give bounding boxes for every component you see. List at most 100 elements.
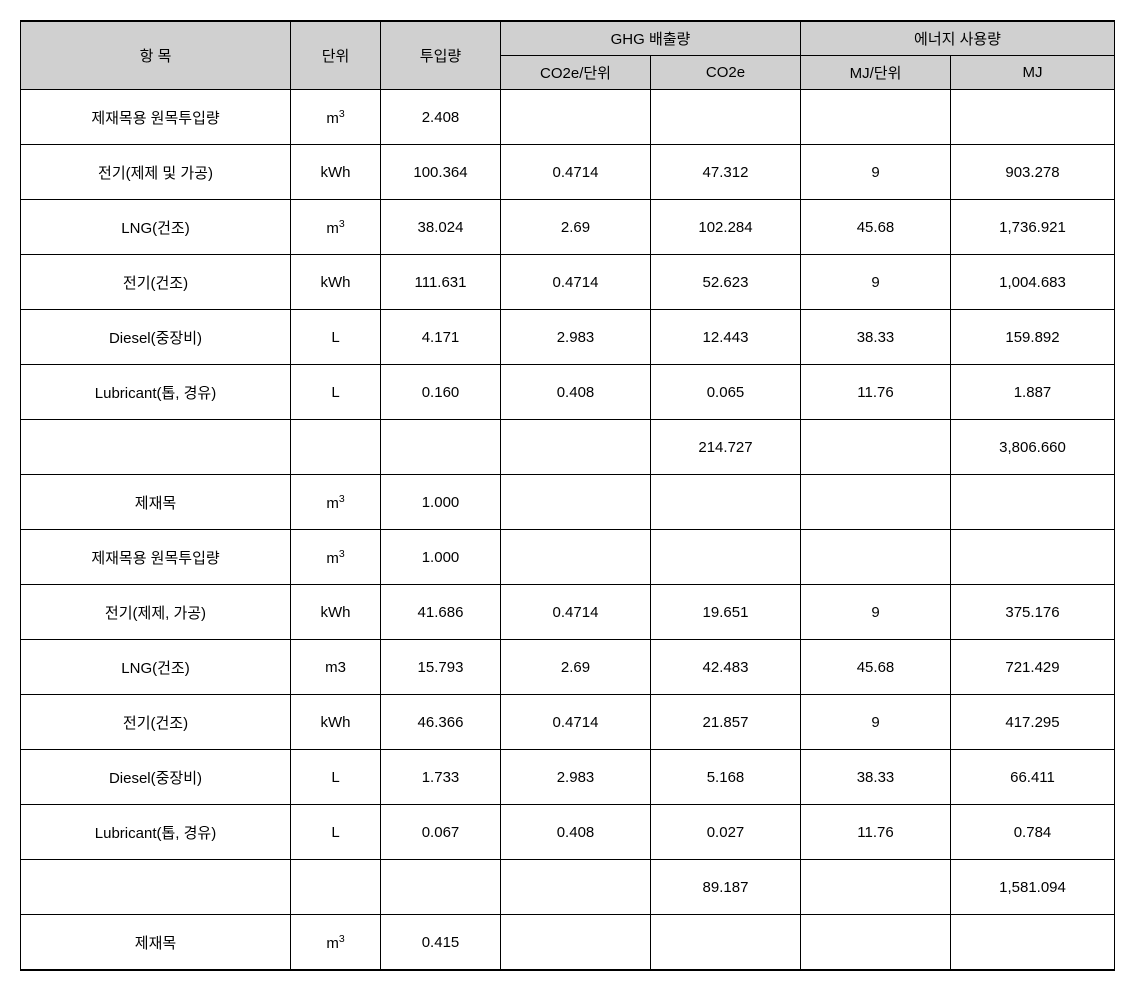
cell-en_per: 9 [801, 255, 951, 310]
cell-ghg_per [501, 530, 651, 585]
cell-input: 38.024 [381, 200, 501, 255]
cell-input: 1.733 [381, 750, 501, 805]
cell-en_total: 1,004.683 [951, 255, 1115, 310]
cell-en_per: 38.33 [801, 310, 951, 365]
cell-input [381, 420, 501, 475]
cell-ghg_per: 2.983 [501, 310, 651, 365]
cell-unit: m3 [291, 915, 381, 971]
cell-unit [291, 420, 381, 475]
cell-item: Diesel(중장비) [21, 310, 291, 365]
cell-en_total: 159.892 [951, 310, 1115, 365]
header-en-total: MJ [951, 56, 1115, 90]
header-en-per: MJ/단위 [801, 56, 951, 90]
header-energy-group: 에너지 사용량 [801, 21, 1115, 56]
table-row: LNG(건조)m338.0242.69102.28445.681,736.921 [21, 200, 1115, 255]
table-row: 214.727 3,806.660 [21, 420, 1115, 475]
cell-unit: m3 [291, 200, 381, 255]
cell-item: Lubricant(톱, 경유) [21, 365, 291, 420]
table-row: 전기(제제 및 가공)kWh100.3640.471447.3129903.27… [21, 145, 1115, 200]
cell-input: 111.631 [381, 255, 501, 310]
cell-input: 100.364 [381, 145, 501, 200]
cell-ghg_per: 0.4714 [501, 585, 651, 640]
cell-unit [291, 860, 381, 915]
table-row: 89.1871,581.094 [21, 860, 1115, 915]
cell-unit: L [291, 310, 381, 365]
cell-ghg_total [651, 475, 801, 530]
cell-ghg_total: 47.312 [651, 145, 801, 200]
cell-item: LNG(건조) [21, 200, 291, 255]
cell-unit: m3 [291, 530, 381, 585]
table-body: 제재목용 원목투입량m32.408전기(제제 및 가공)kWh100.3640.… [21, 90, 1115, 971]
cell-unit: m3 [291, 475, 381, 530]
cell-en_total: 0.784 [951, 805, 1115, 860]
cell-unit: L [291, 750, 381, 805]
cell-en_total: 375.176 [951, 585, 1115, 640]
cell-item: 제재목 [21, 915, 291, 971]
cell-unit: m3 [291, 90, 381, 145]
cell-ghg_per [501, 90, 651, 145]
table-row: 전기(건조)kWh46.3660.471421.8579417.295 [21, 695, 1115, 750]
cell-en_per: 38.33 [801, 750, 951, 805]
header-ghg-group: GHG 배출량 [501, 21, 801, 56]
cell-ghg_per [501, 915, 651, 971]
cell-input: 0.160 [381, 365, 501, 420]
cell-ghg_per [501, 420, 651, 475]
table-row: 전기(제제, 가공)kWh41.6860.471419.6519375.176 [21, 585, 1115, 640]
cell-ghg_per: 2.69 [501, 640, 651, 695]
cell-en_total: 417.295 [951, 695, 1115, 750]
cell-input: 46.366 [381, 695, 501, 750]
cell-en_per [801, 530, 951, 585]
cell-ghg_per: 0.4714 [501, 255, 651, 310]
cell-input: 0.067 [381, 805, 501, 860]
cell-input: 4.171 [381, 310, 501, 365]
cell-ghg_total: 102.284 [651, 200, 801, 255]
cell-en_per: 9 [801, 695, 951, 750]
cell-unit: kWh [291, 255, 381, 310]
header-unit: 단위 [291, 21, 381, 90]
cell-en_total [951, 915, 1115, 971]
cell-item: 제재목용 원목투입량 [21, 90, 291, 145]
cell-en_total: 1.887 [951, 365, 1115, 420]
cell-item: 제재목 [21, 475, 291, 530]
header-input: 투입량 [381, 21, 501, 90]
cell-en_total: 1,581.094 [951, 860, 1115, 915]
table-row: Diesel(중장비)L1.7332.9835.16838.3366.411 [21, 750, 1115, 805]
cell-en_per: 45.68 [801, 200, 951, 255]
cell-item: 전기(건조) [21, 695, 291, 750]
cell-unit: kWh [291, 695, 381, 750]
cell-ghg_total: 0.027 [651, 805, 801, 860]
table-row: 제재목용 원목투입량m32.408 [21, 90, 1115, 145]
cell-input: 1.000 [381, 475, 501, 530]
cell-item: Diesel(중장비) [21, 750, 291, 805]
header-ghg-total: CO2e [651, 56, 801, 90]
table-row: 제재목m31.000 [21, 475, 1115, 530]
cell-en_per [801, 475, 951, 530]
cell-ghg_per: 2.983 [501, 750, 651, 805]
cell-ghg_per: 0.4714 [501, 145, 651, 200]
cell-unit: L [291, 365, 381, 420]
cell-ghg_total: 52.623 [651, 255, 801, 310]
cell-ghg_total: 214.727 [651, 420, 801, 475]
table-row: 제재목m30.415 [21, 915, 1115, 971]
cell-unit: kWh [291, 585, 381, 640]
cell-en_total: 3,806.660 [951, 420, 1115, 475]
cell-ghg_per: 2.69 [501, 200, 651, 255]
table-row: LNG(건조)m315.7932.6942.48345.68721.429 [21, 640, 1115, 695]
cell-ghg_total: 5.168 [651, 750, 801, 805]
cell-en_total: 721.429 [951, 640, 1115, 695]
cell-en_total [951, 475, 1115, 530]
cell-item: 전기(제제 및 가공) [21, 145, 291, 200]
header-item: 항 목 [21, 21, 291, 90]
cell-input: 2.408 [381, 90, 501, 145]
cell-item: Lubricant(톱, 경유) [21, 805, 291, 860]
cell-en_total: 1,736.921 [951, 200, 1115, 255]
table-row: Lubricant(톱, 경유)L0.0670.4080.02711.760.7… [21, 805, 1115, 860]
cell-ghg_total [651, 90, 801, 145]
cell-item [21, 420, 291, 475]
table-header: 항 목 단위 투입량 GHG 배출량 에너지 사용량 CO2e/단위 CO2e … [21, 21, 1115, 90]
table-row: 제재목용 원목투입량m31.000 [21, 530, 1115, 585]
cell-item [21, 860, 291, 915]
cell-ghg_total: 0.065 [651, 365, 801, 420]
cell-en_per: 11.76 [801, 805, 951, 860]
cell-en_per [801, 420, 951, 475]
